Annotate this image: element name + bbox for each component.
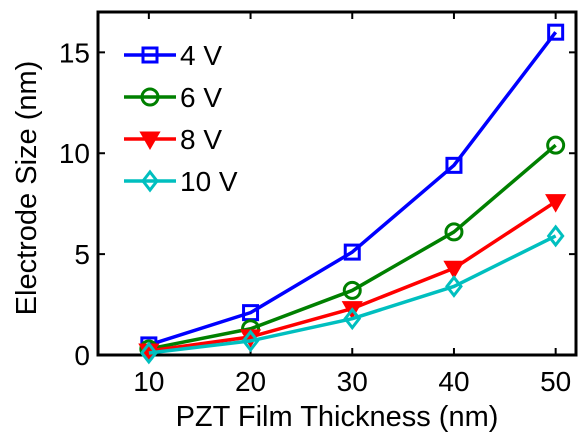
data-point: [547, 23, 565, 41]
y-axis-title: Electrode Size (nm): [11, 61, 43, 316]
plot-area: [96, 10, 578, 357]
y-axis-ticks: 0 5 10 15: [59, 37, 576, 371]
series-line: [148, 31, 558, 347]
data-point: [445, 274, 463, 298]
data-point: [241, 329, 260, 353]
legend-item: 10 V: [124, 166, 238, 197]
x-tick-label: 40: [438, 366, 469, 397]
y-tick-label: 15: [59, 37, 90, 68]
series-3: [138, 194, 567, 362]
data-point: [444, 222, 464, 242]
legend-marker: [139, 131, 161, 151]
legend-item: 8 V: [124, 124, 222, 155]
data-point: [342, 280, 362, 300]
x-tick-label: 50: [540, 366, 571, 397]
legend-marker: [141, 169, 159, 193]
data-point: [343, 307, 362, 331]
data-point: [445, 156, 463, 174]
y-tick-label: 5: [74, 239, 90, 270]
legend-label: 10 V: [180, 166, 238, 197]
plot-frame: [96, 10, 578, 357]
series-line: [148, 143, 557, 351]
legend-item: 4 V: [124, 40, 222, 71]
legend: 4 V 6 V 8 V 10 V: [124, 40, 238, 197]
legend-marker: [141, 46, 159, 64]
data-point: [546, 135, 566, 155]
data-point: [545, 194, 567, 213]
x-tick-label: 20: [235, 366, 266, 397]
x-tick-label: 30: [337, 366, 368, 397]
y-tick-label: 10: [59, 138, 90, 169]
data-point: [343, 243, 361, 261]
data-point: [546, 224, 565, 248]
legend-marker: [140, 87, 160, 107]
series-line: [148, 234, 557, 355]
x-axis-ticks: 10 20 30 40 50: [133, 12, 571, 397]
legend-label: 8 V: [180, 124, 222, 155]
x-axis-title: PZT Film Thickness (nm): [176, 401, 499, 433]
y-tick-label: 0: [74, 340, 90, 371]
legend-item: 6 V: [124, 82, 222, 113]
series-4: [139, 224, 565, 365]
legend-label: 6 V: [180, 82, 222, 113]
series-layer: [138, 23, 567, 365]
legend-label: 4 V: [180, 40, 222, 71]
series-2: [139, 135, 566, 359]
x-tick-label: 10: [133, 366, 164, 397]
data-point: [139, 341, 158, 365]
data-point: [443, 260, 465, 280]
